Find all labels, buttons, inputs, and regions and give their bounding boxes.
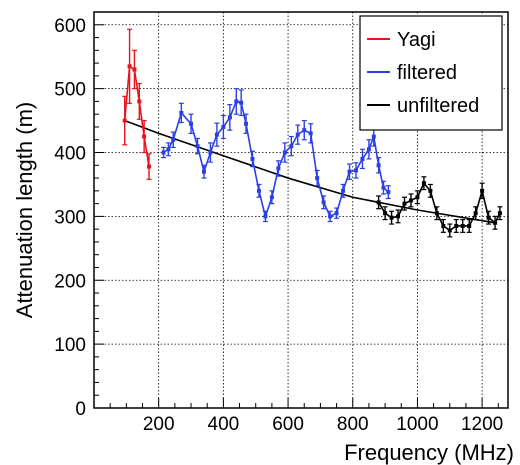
data-point-yagi	[122, 118, 127, 123]
data-point-filtered	[347, 169, 352, 174]
data-point-filtered	[208, 150, 213, 155]
data-point-unfiltered	[396, 214, 401, 219]
data-point-filtered	[221, 124, 226, 129]
x-tick-label: 800	[337, 414, 369, 435]
data-point-unfiltered	[383, 211, 388, 216]
data-point-filtered	[227, 115, 232, 120]
data-point-unfiltered	[402, 201, 407, 206]
x-tick-label: 400	[208, 414, 240, 435]
x-tick-label: 200	[143, 414, 175, 435]
series-yagi	[122, 28, 152, 180]
data-point-unfiltered	[467, 223, 472, 228]
data-point-unfiltered	[389, 215, 394, 220]
grid-lines	[94, 12, 508, 408]
data-point-unfiltered	[493, 220, 498, 225]
data-point-filtered	[341, 188, 346, 193]
data-point-filtered	[302, 128, 307, 133]
legend: Yagi filtered unfiltered	[359, 15, 503, 131]
data-point-unfiltered	[421, 181, 426, 186]
axis-ticks	[94, 11, 499, 408]
data-point-unfiltered	[480, 188, 485, 193]
data-point-unfiltered	[434, 211, 439, 216]
data-point-filtered	[244, 121, 249, 126]
legend-label-yagi: Yagi	[397, 29, 436, 51]
data-point-unfiltered	[376, 200, 381, 205]
y-tick-label: 500	[54, 80, 86, 101]
data-point-filtered	[328, 214, 333, 219]
data-point-filtered	[161, 150, 166, 155]
y-tick-label: 0	[75, 399, 86, 420]
data-point-yagi	[142, 134, 147, 139]
tick-labels: 200 400 600 800 1000 1200 0 100 200 300 400 500 600	[54, 16, 503, 435]
series-line-unfiltered	[377, 181, 501, 232]
data-point-filtered	[269, 195, 274, 200]
y-axis-label: Attenuation length (m)	[12, 102, 37, 318]
data-point-filtered	[179, 110, 184, 115]
data-point-unfiltered	[408, 198, 413, 203]
series-line-yagi	[123, 64, 150, 167]
data-point-filtered	[366, 147, 371, 152]
fit-curve	[124, 119, 496, 224]
data-point-filtered	[381, 185, 386, 190]
data-point-filtered	[371, 134, 376, 139]
series-unfiltered	[376, 176, 503, 238]
data-point-filtered	[295, 132, 300, 137]
plot-frame	[93, 11, 509, 409]
data-point-filtered	[166, 147, 171, 152]
data-point-filtered	[386, 190, 391, 195]
data-point-unfiltered	[454, 223, 459, 228]
data-point-filtered	[171, 137, 176, 142]
data-point-filtered	[250, 156, 255, 161]
data-point-filtered	[234, 99, 239, 104]
data-point-unfiltered	[428, 188, 433, 193]
data-point-filtered	[195, 144, 200, 149]
data-point-filtered	[239, 100, 244, 105]
data-point-filtered	[321, 200, 326, 205]
data-point-yagi	[132, 67, 137, 72]
data-point-unfiltered	[497, 211, 502, 216]
data-point-unfiltered	[460, 223, 465, 228]
legend-label-filtered: filtered	[397, 62, 457, 84]
data-point-unfiltered	[441, 223, 446, 228]
data-point-filtered	[353, 168, 358, 173]
legend-label-unfiltered: unfiltered	[397, 95, 479, 117]
data-point-filtered	[256, 188, 261, 193]
data-point-yagi	[127, 64, 132, 69]
data-point-filtered	[282, 150, 287, 155]
data-point-unfiltered	[447, 228, 452, 233]
data-point-yagi	[146, 164, 151, 169]
x-tick-label: 600	[272, 414, 304, 435]
x-axis-label: Frequency (MHz)	[344, 440, 514, 465]
data-point-filtered	[308, 131, 313, 136]
data-point-unfiltered	[415, 195, 420, 200]
y-tick-label: 400	[54, 144, 86, 165]
data-point-filtered	[360, 156, 365, 161]
data-point-yagi	[137, 99, 142, 104]
x-tick-label: 1200	[461, 414, 503, 435]
data-point-filtered	[315, 176, 320, 181]
data-point-unfiltered	[486, 215, 491, 220]
data-point-filtered	[376, 163, 381, 168]
fit-curve-line	[124, 119, 496, 224]
data-point-filtered	[214, 132, 219, 137]
data-point-filtered	[334, 211, 339, 216]
x-tick-label: 1000	[396, 414, 438, 435]
data-point-unfiltered	[473, 211, 478, 216]
y-tick-label: 200	[54, 271, 86, 292]
y-tick-label: 600	[54, 16, 86, 37]
y-tick-label: 100	[54, 335, 86, 356]
y-tick-label: 300	[54, 207, 86, 228]
series-filtered	[161, 88, 391, 223]
data-point-filtered	[276, 166, 281, 171]
data-point-filtered	[263, 214, 268, 219]
series-line-filtered	[163, 100, 389, 220]
data-point-filtered	[289, 144, 294, 149]
data-point-filtered	[201, 169, 206, 174]
data-point-filtered	[189, 121, 194, 126]
